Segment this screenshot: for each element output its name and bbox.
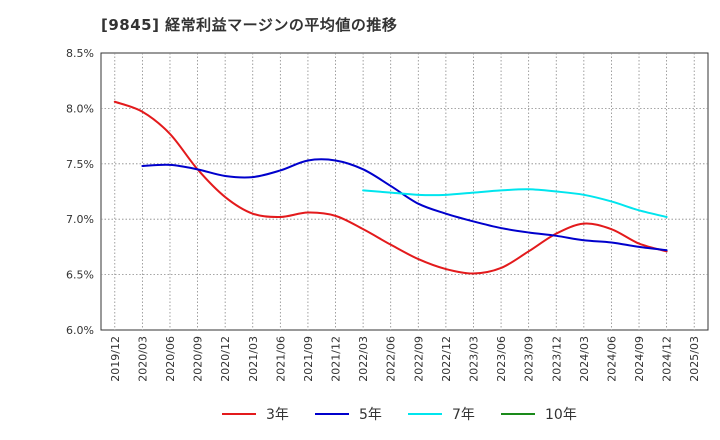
x-tick-label: 2020/06 xyxy=(164,336,177,382)
chart-title: [9845] 経常利益マージンの平均値の推移 xyxy=(101,16,398,34)
x-tick-label: 2021/06 xyxy=(274,336,287,382)
x-tick-label: 2021/12 xyxy=(330,336,343,382)
x-tick-label: 2024/06 xyxy=(605,336,618,382)
y-tick-label: 6.0% xyxy=(66,324,94,337)
x-tick-label: 2023/12 xyxy=(550,336,563,382)
x-tick-label: 2023/03 xyxy=(467,336,480,382)
x-tick-label: 2024/03 xyxy=(578,336,591,382)
x-tick-label: 2022/03 xyxy=(357,336,370,382)
x-tick-label: 2020/09 xyxy=(192,336,205,382)
y-tick-label: 6.5% xyxy=(66,269,94,282)
x-tick-label: 2025/03 xyxy=(688,336,701,382)
y-tick-label: 8.0% xyxy=(66,102,94,115)
y-tick-label: 7.5% xyxy=(66,158,94,171)
x-axis-ticks: 2019/12 2020/03 2020/06 2020/09 2020/12 2021/… xyxy=(109,336,701,382)
legend-label-3: 7年 xyxy=(452,407,475,423)
y-tick-label: 7.0% xyxy=(66,213,94,226)
legend-label-1: 3年 xyxy=(266,407,289,423)
legend-label-2: 5年 xyxy=(359,407,382,423)
series-line-2 xyxy=(141,158,668,252)
x-tick-label: 2024/09 xyxy=(633,336,646,382)
x-tick-label: 2022/12 xyxy=(440,336,453,382)
x-tick-label: 2023/09 xyxy=(523,336,536,382)
x-tick-label: 2023/06 xyxy=(495,336,508,382)
series-lines xyxy=(113,100,668,275)
x-tick-label: 2021/09 xyxy=(302,336,315,382)
gridlines xyxy=(101,53,708,330)
x-tick-label: 2020/03 xyxy=(136,336,149,382)
x-tick-label: 2022/06 xyxy=(385,336,398,382)
y-axis-ticks: 6.0% 6.5% 7.0% 7.5% 8.0% 8.5% xyxy=(66,47,94,337)
legend-label-4: 10年 xyxy=(545,407,577,423)
x-tick-label: 2024/12 xyxy=(661,336,674,382)
series-line-1 xyxy=(113,100,668,275)
x-tick-label: 2022/09 xyxy=(412,336,425,382)
x-tick-label: 2021/03 xyxy=(247,336,260,382)
legend: 3年 5年 7年 10年 xyxy=(222,407,577,423)
x-tick-label: 2020/12 xyxy=(219,336,232,382)
series-line-3 xyxy=(362,188,668,218)
plot-area xyxy=(100,52,709,331)
x-tick-label: 2019/12 xyxy=(109,336,122,382)
y-tick-label: 8.5% xyxy=(66,47,94,60)
